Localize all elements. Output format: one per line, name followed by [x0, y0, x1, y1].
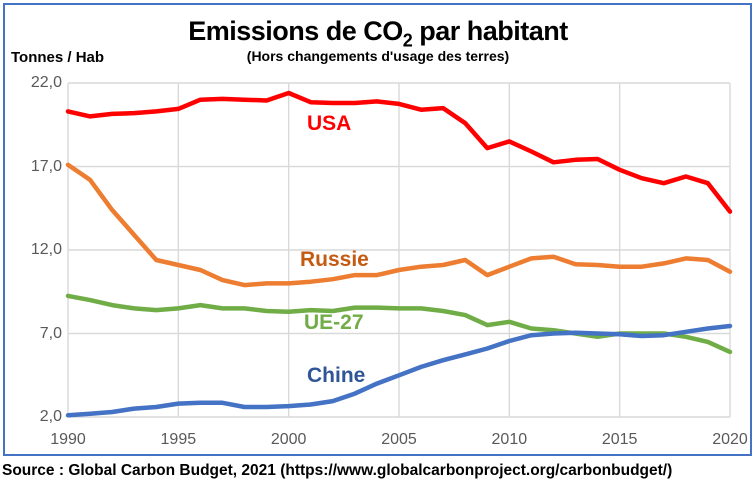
- y-tick-label: 2,0: [39, 408, 62, 425]
- y-tick-label: 7,0: [39, 324, 62, 342]
- series-label-usa: USA: [307, 112, 352, 135]
- series-line-usa: [65, 90, 733, 214]
- y-tick-label: 12,0: [30, 241, 62, 258]
- series-label-chine: Chine: [307, 364, 366, 387]
- x-tick-label: 2005: [381, 431, 417, 448]
- x-tick-label: 2020: [712, 431, 748, 448]
- x-tick-label: 1990: [50, 431, 86, 448]
- y-tick-label: 22,0: [30, 74, 62, 91]
- series-line-chine: [65, 323, 733, 418]
- chart-subtitle: (Hors changements d'usage des terres): [246, 48, 510, 64]
- x-tick-label: 1995: [160, 431, 197, 448]
- subscript-2: 2: [402, 30, 413, 51]
- y-tick-label: 17,0: [30, 157, 62, 175]
- series-label-ue-27: UE-27: [304, 311, 364, 334]
- source-citation: Source : Global Carbon Budget, 2021 (htt…: [2, 462, 673, 479]
- series-label-russie: Russie: [300, 248, 369, 271]
- series-line-russie: [65, 162, 733, 288]
- x-tick-label: 2015: [601, 431, 638, 448]
- line-chart-canvas: [65, 82, 733, 418]
- x-tick-label: 2010: [491, 431, 528, 448]
- x-tick-label: 2000: [270, 431, 307, 448]
- chart-title: Emissions de CO2 par habitant: [188, 16, 568, 51]
- y-axis-unit-label: Tonnes / Hab: [11, 49, 105, 66]
